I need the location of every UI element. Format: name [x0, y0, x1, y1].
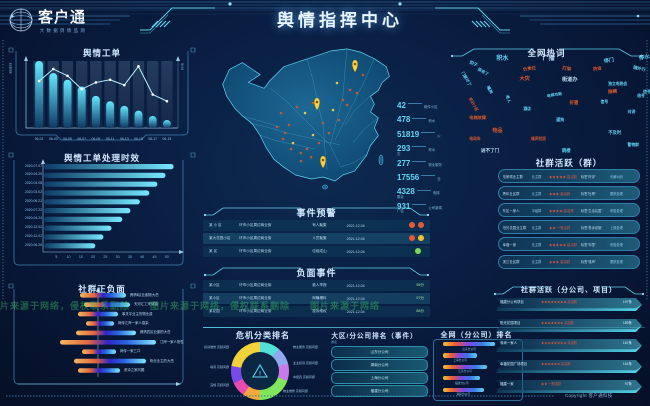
svg-text:20: 20 — [91, 255, 95, 259]
svg-text:!: ! — [259, 372, 261, 378]
svg-text:45: 45 — [152, 255, 156, 259]
svg-text:50: 50 — [165, 255, 169, 259]
svg-text:10: 10 — [67, 255, 71, 259]
svg-text:30: 30 — [116, 255, 120, 259]
svg-text:40: 40 — [140, 255, 144, 259]
svg-text:15: 15 — [79, 255, 83, 259]
svg-text:5: 5 — [55, 255, 57, 259]
svg-text:25: 25 — [103, 255, 107, 259]
svg-text:35: 35 — [128, 255, 132, 259]
